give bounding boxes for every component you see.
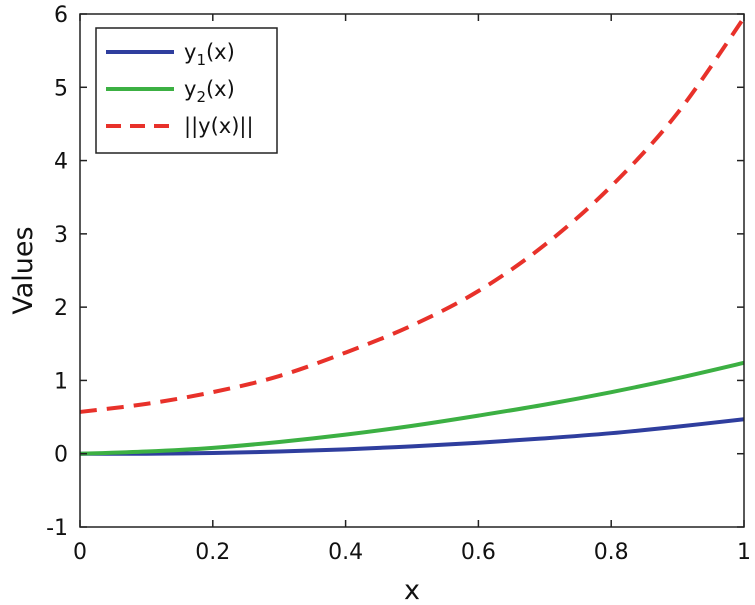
legend-label-1: y1(x)	[184, 40, 235, 69]
x-tick-label: 1	[737, 540, 751, 565]
legend-label-main: y	[184, 40, 196, 64]
y-tick-label: 6	[54, 3, 68, 28]
y-tick-label: 2	[54, 296, 68, 321]
legend-label-main: y	[184, 77, 196, 101]
y-tick-label: 4	[54, 150, 68, 175]
series-layer	[79, 16, 746, 456]
legend-label-subscript: 2	[196, 88, 206, 106]
x-tick-label: 0	[73, 540, 87, 565]
x-tick-label: 0.4	[328, 540, 363, 565]
legend-label-tail: (x)	[206, 77, 235, 101]
series-line-2	[79, 360, 745, 456]
legend-label-3: ||y(x)||	[184, 114, 254, 139]
y-tick-label: 3	[54, 223, 68, 248]
y-axis-label: Values	[8, 226, 39, 314]
x-tick-label: 0.2	[195, 540, 230, 565]
legend: y1(x)y2(x)||y(x)||	[95, 27, 278, 154]
axes-box	[79, 13, 745, 528]
series-line-3	[79, 16, 746, 414]
legend-label-2: y2(x)	[184, 77, 235, 106]
y-tick-label: 5	[54, 76, 68, 101]
series-line-1	[79, 417, 745, 456]
x-tick-label: 0.8	[594, 540, 629, 565]
x-axis-label: x	[404, 575, 420, 605]
y-tick-label: 1	[54, 369, 68, 394]
legend-label-subscript: 1	[196, 51, 206, 69]
y-tick-label: -1	[46, 516, 68, 541]
x-tick-label: 0.6	[461, 540, 496, 565]
y-tick-label: 0	[54, 443, 68, 468]
legend-label-tail: (x)	[206, 40, 235, 64]
legend-label-main: ||y(x)||	[184, 114, 254, 139]
